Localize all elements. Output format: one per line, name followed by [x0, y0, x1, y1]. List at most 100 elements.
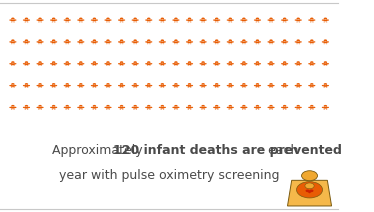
Circle shape: [64, 20, 66, 21]
Circle shape: [11, 83, 15, 85]
Circle shape: [23, 107, 25, 108]
Polygon shape: [306, 191, 313, 193]
Ellipse shape: [242, 63, 246, 65]
Ellipse shape: [201, 19, 205, 22]
Circle shape: [42, 85, 44, 86]
Ellipse shape: [282, 106, 287, 109]
Ellipse shape: [190, 109, 191, 110]
Circle shape: [69, 85, 71, 86]
Circle shape: [273, 85, 275, 86]
Ellipse shape: [25, 41, 28, 42]
Circle shape: [205, 20, 207, 21]
Circle shape: [82, 63, 85, 64]
Ellipse shape: [282, 85, 287, 87]
Ellipse shape: [133, 106, 137, 109]
Circle shape: [106, 105, 110, 107]
Ellipse shape: [272, 109, 273, 110]
Circle shape: [145, 85, 147, 86]
Ellipse shape: [202, 43, 204, 44]
Circle shape: [283, 83, 286, 85]
Ellipse shape: [269, 63, 273, 65]
Circle shape: [50, 41, 52, 43]
Circle shape: [310, 18, 313, 20]
Ellipse shape: [202, 21, 204, 22]
Circle shape: [23, 85, 25, 86]
Ellipse shape: [38, 41, 42, 43]
Ellipse shape: [228, 41, 232, 43]
Circle shape: [324, 18, 327, 20]
Ellipse shape: [147, 109, 148, 110]
Ellipse shape: [256, 65, 258, 66]
Circle shape: [28, 63, 30, 64]
Circle shape: [145, 107, 147, 108]
Circle shape: [267, 20, 270, 21]
Circle shape: [104, 20, 107, 21]
Circle shape: [132, 63, 134, 64]
Circle shape: [213, 41, 215, 43]
Circle shape: [281, 41, 283, 43]
Circle shape: [77, 41, 79, 43]
Circle shape: [327, 20, 329, 21]
Circle shape: [150, 63, 152, 64]
Circle shape: [39, 18, 42, 20]
Ellipse shape: [201, 85, 205, 87]
Ellipse shape: [106, 87, 108, 88]
Circle shape: [161, 83, 164, 85]
Ellipse shape: [11, 41, 15, 43]
Circle shape: [37, 41, 39, 43]
Circle shape: [191, 20, 193, 21]
Circle shape: [64, 41, 66, 43]
Circle shape: [186, 85, 188, 86]
Circle shape: [308, 107, 310, 108]
Circle shape: [106, 39, 110, 42]
Ellipse shape: [175, 43, 177, 44]
Circle shape: [93, 39, 96, 42]
Ellipse shape: [133, 41, 137, 43]
Circle shape: [132, 85, 134, 86]
Ellipse shape: [120, 65, 123, 66]
Ellipse shape: [242, 109, 243, 110]
Circle shape: [172, 63, 174, 64]
Circle shape: [174, 61, 178, 63]
Circle shape: [177, 20, 180, 21]
Ellipse shape: [326, 87, 327, 88]
Ellipse shape: [92, 41, 96, 43]
Ellipse shape: [255, 19, 260, 22]
Circle shape: [147, 83, 150, 85]
Ellipse shape: [324, 65, 327, 66]
Circle shape: [145, 41, 147, 43]
Circle shape: [106, 61, 110, 63]
Ellipse shape: [27, 87, 28, 88]
Circle shape: [50, 63, 52, 64]
Circle shape: [286, 41, 288, 43]
Circle shape: [240, 41, 242, 43]
Ellipse shape: [201, 109, 203, 110]
Ellipse shape: [79, 106, 83, 109]
Circle shape: [300, 41, 302, 43]
Ellipse shape: [242, 87, 243, 88]
Ellipse shape: [296, 109, 298, 110]
Circle shape: [186, 41, 188, 43]
Ellipse shape: [81, 87, 83, 88]
Ellipse shape: [13, 87, 15, 88]
Circle shape: [69, 107, 71, 108]
Circle shape: [42, 63, 44, 64]
Ellipse shape: [80, 21, 82, 22]
Circle shape: [65, 18, 69, 20]
Circle shape: [281, 20, 283, 21]
Ellipse shape: [311, 21, 313, 22]
Ellipse shape: [161, 43, 163, 44]
Circle shape: [69, 63, 71, 64]
Circle shape: [55, 41, 57, 43]
Circle shape: [273, 20, 275, 21]
Ellipse shape: [12, 43, 14, 44]
Ellipse shape: [283, 43, 286, 44]
Circle shape: [256, 39, 259, 42]
Circle shape: [164, 20, 166, 21]
Circle shape: [310, 105, 313, 107]
Ellipse shape: [201, 63, 205, 65]
Ellipse shape: [66, 21, 68, 22]
Circle shape: [161, 39, 164, 42]
Circle shape: [9, 20, 12, 21]
Circle shape: [218, 41, 220, 43]
